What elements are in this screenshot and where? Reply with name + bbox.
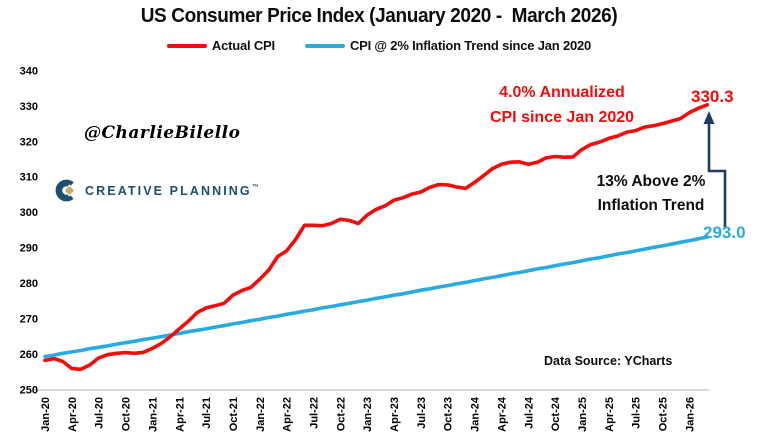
x-tick-label: Jul-23 (416, 397, 428, 429)
y-tick-label: 300 (20, 207, 38, 219)
annotation-above-trend: 13% Above 2% Inflation Trend (596, 173, 706, 214)
legend-label: Actual CPI (211, 38, 275, 53)
x-tick-label: Jan-26 (684, 397, 696, 432)
series-cpi-2-inflation-trend-since-jan-2020 (43, 235, 710, 359)
x-tick-label: Oct-24 (550, 396, 562, 431)
y-tick-label: 280 (20, 278, 38, 290)
x-tick-label: Jul-25 (631, 397, 643, 429)
gap-arrow (707, 122, 727, 228)
x-tick-label: Jan-22 (255, 397, 267, 432)
chart-legend: Actual CPI CPI @ 2% Inflation Trend since… (0, 38, 758, 53)
legend-item-0: Actual CPI (166, 38, 275, 53)
y-tick-label: 250 (20, 385, 38, 397)
legend-line-swatch (304, 43, 345, 48)
x-tick-label: Apr-23 (389, 397, 401, 432)
x-tick-label: Oct-20 (121, 397, 133, 431)
y-tick-label: 340 (20, 65, 38, 77)
creative-planning-wordmark: CREATIVE PLANNING™ (85, 183, 259, 198)
gap-arrowhead (703, 111, 715, 124)
data-source-label: Data Source: YCharts (544, 354, 673, 368)
x-tick-label: Oct-25 (658, 397, 670, 431)
x-tick-label: Jan-20 (40, 397, 52, 432)
creative-planning-logo: CREATIVE PLANNING™ (55, 179, 259, 202)
trademark-symbol: ™ (251, 183, 259, 191)
y-tick-label: 320 (20, 136, 38, 148)
annotation-annualized-cpi: 4.0% Annualized CPI since Jan 2020 (489, 84, 635, 126)
x-tick-label: Jul-20 (94, 397, 106, 429)
x-tick-label: Jul-24 (523, 396, 535, 429)
x-tick-label: Apr-20 (67, 397, 79, 432)
x-tick-label: Jul-22 (309, 397, 321, 429)
x-tick-label: Jan-25 (577, 397, 589, 432)
chart-title: US Consumer Price Index (January 2020 - … (140, 5, 618, 27)
watermark-charliebilello: @CharlieBilello (84, 123, 241, 143)
legend-item-1: CPI @ 2% Inflation Trend since Jan 2020 (304, 38, 592, 53)
y-tick-label: 270 (20, 314, 38, 326)
trend-cpi-end-value: 293.0 (703, 223, 746, 242)
y-tick-label: 290 (20, 243, 38, 255)
x-tick-label: Oct-22 (335, 397, 347, 431)
x-tick-label: Oct-21 (228, 397, 240, 431)
x-tick-label: Apr-24 (496, 396, 508, 432)
x-tick-label: Jan-24 (470, 396, 482, 432)
legend-line-swatch (166, 43, 207, 48)
y-tick-label: 330 (20, 101, 38, 113)
x-tick-label: Jul-21 (201, 397, 213, 429)
y-tick-label: 260 (20, 349, 38, 361)
x-tick-label: Oct-23 (443, 397, 455, 431)
x-tick-label: Apr-21 (174, 397, 186, 432)
legend-label: CPI @ 2% Inflation Trend since Jan 2020 (349, 38, 592, 53)
x-tick-label: Apr-25 (604, 397, 616, 432)
x-tick-label: Jan-21 (147, 397, 159, 432)
x-tick-label: Apr-22 (282, 397, 294, 432)
series-actual-cpi (43, 103, 710, 372)
y-tick-label: 310 (20, 172, 38, 184)
creative-planning-c-icon (55, 179, 78, 202)
x-tick-label: Jan-23 (362, 397, 374, 432)
actual-cpi-end-value: 330.3 (691, 87, 734, 106)
